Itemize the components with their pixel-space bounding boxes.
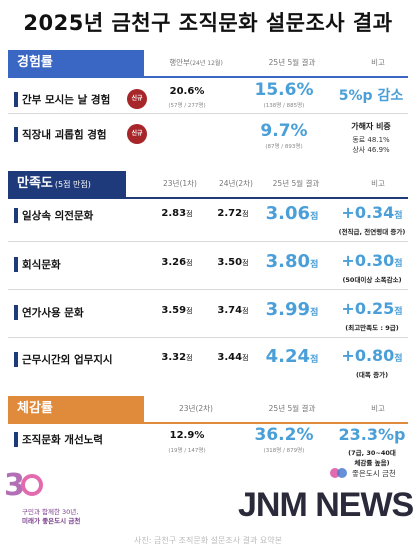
row-label-harassment: 직장내 괴롭힘 경험 [14, 127, 107, 142]
page-title: 2025년 금천구 조직문화 설문조사 결과 [23, 11, 393, 35]
note: (50대이상 소폭감소) [342, 276, 402, 284]
value-2025: 4.24점 [265, 346, 319, 367]
value-2023: 3.32점 [161, 352, 193, 363]
section-label: 경험률 [8, 50, 144, 76]
value-2024: 3.44점 [217, 352, 249, 363]
col-header-note: 비고 [371, 58, 385, 67]
diff-value: 23.3%p [338, 425, 406, 444]
value-mois: 20.6% [169, 86, 205, 97]
news-watermark: JNM NEWS [238, 476, 414, 526]
col-header-2024: 24년(2차) [219, 179, 253, 188]
col-header-note: 비고 [371, 179, 385, 188]
photo-caption: 사진: 금천구 조직문화 설문조사 결과 요약본 [134, 536, 282, 545]
section-divider [8, 422, 408, 424]
slogan-line-1: 구민과 함께한 30년, [22, 508, 79, 516]
value-2023: 3.59점 [161, 305, 193, 316]
value-mois-sub: (57명 / 277명) [168, 103, 206, 109]
diff-value: +0.25점 [341, 299, 403, 318]
col-header-2025: 25년 5월 결과 [272, 179, 320, 188]
row-label-improvement: 조직문화 개선노력 [14, 432, 103, 447]
section-satisfaction-header: 만족도 (5점 만점) 23년(1차) 24년(2차) 25년 5월 결과 비고 [8, 171, 408, 197]
note-line: 체감률 높음) [354, 459, 390, 467]
diff-value: +0.34점 [341, 203, 403, 222]
row-label-boss-day: 간부 모시는 날 경험 [14, 92, 110, 107]
row-label-after-hours: 근무시간외 업무지시 [14, 352, 113, 367]
section-experience-header: 경험률 행안부(24년 12월) 25년 5월 결과 비고 [8, 50, 408, 76]
news-wordmark: JNM NEWS [238, 486, 414, 524]
note-line: 상사 46.9% [352, 146, 390, 154]
note-line: 동료 48.1% [352, 136, 390, 144]
value-2023-sub: (19명 / 147명) [168, 448, 206, 454]
col-header-2025: 25년 5월 결과 [268, 404, 316, 413]
value-2023: 12.9% [169, 430, 205, 441]
svg-text:3: 3 [4, 468, 25, 503]
new-badge: 신규 [127, 124, 147, 144]
row-label-dinner: 회식문화 [14, 257, 61, 272]
value-2023: 3.26점 [161, 257, 193, 268]
section-label: 만족도 (5점 만점) [8, 171, 126, 197]
value-2025: 15.6% [254, 80, 314, 100]
district-logo-icon [330, 468, 347, 478]
value-2025: 9.7% [260, 121, 308, 141]
note: (대폭 증가) [355, 371, 389, 379]
diff-value: +0.80점 [341, 346, 403, 365]
row-label-leave: 연가사용 문화 [14, 305, 84, 320]
district-brand: 좋은도시 금천 [330, 466, 414, 484]
row-divider [8, 241, 408, 242]
district-brand-label: 좋은도시 금천 [352, 469, 396, 478]
col-header-2023: 23년(1차) [163, 179, 197, 188]
value-2025: 3.99점 [265, 299, 319, 320]
col-header-2025: 25년 5월 결과 [268, 58, 316, 67]
col-header-2023: 23년(2차) [179, 404, 213, 413]
value-2024: 3.74점 [217, 305, 249, 316]
section-label: 체감률 [8, 396, 144, 422]
anniversary-logo: 3 구민과 함께한 30년, 미래가 좋은도시 금천 [4, 465, 134, 525]
anniversary-30-icon: 3 [4, 468, 43, 503]
note-title: 가해자 비중 [351, 122, 391, 131]
section-divider [8, 197, 408, 199]
row-divider [8, 113, 408, 114]
note-line: (7급, 30~40대 [348, 449, 396, 457]
row-divider [8, 289, 408, 290]
new-badge: 신규 [127, 89, 147, 109]
section-perception-header: 체감률 23년(2차) 25년 5월 결과 비고 [8, 396, 408, 422]
value-2025-sub: (318명 / 879명) [263, 448, 305, 454]
value-2024: 3.50점 [217, 257, 249, 268]
value-2025: 3.80점 [265, 251, 319, 272]
note: (전직급, 전연령대 증가) [338, 228, 406, 236]
value-2023: 2.83점 [161, 208, 193, 219]
slogan-line-2: 미래가 좋은도시 금천 [22, 517, 81, 525]
col-header-note: 비고 [371, 404, 385, 413]
note: (최고만족도 : 9급) [345, 324, 399, 332]
value-2025: 3.06점 [265, 203, 319, 224]
row-label-protocol: 일상속 의전문화 [14, 208, 93, 223]
value-2025-sub: (138명 / 885명) [263, 103, 305, 109]
col-header-mois: 행안부(24년 12월) [169, 58, 223, 67]
value-2025-sub: (87명 / 893명) [265, 144, 303, 150]
value-2025: 36.2% [254, 425, 314, 445]
value-2024: 2.72점 [217, 208, 249, 219]
diff-value: +0.30점 [341, 251, 403, 270]
section-divider [8, 76, 408, 78]
diff-value: 5%p 감소 [338, 88, 404, 104]
row-divider [8, 337, 408, 338]
